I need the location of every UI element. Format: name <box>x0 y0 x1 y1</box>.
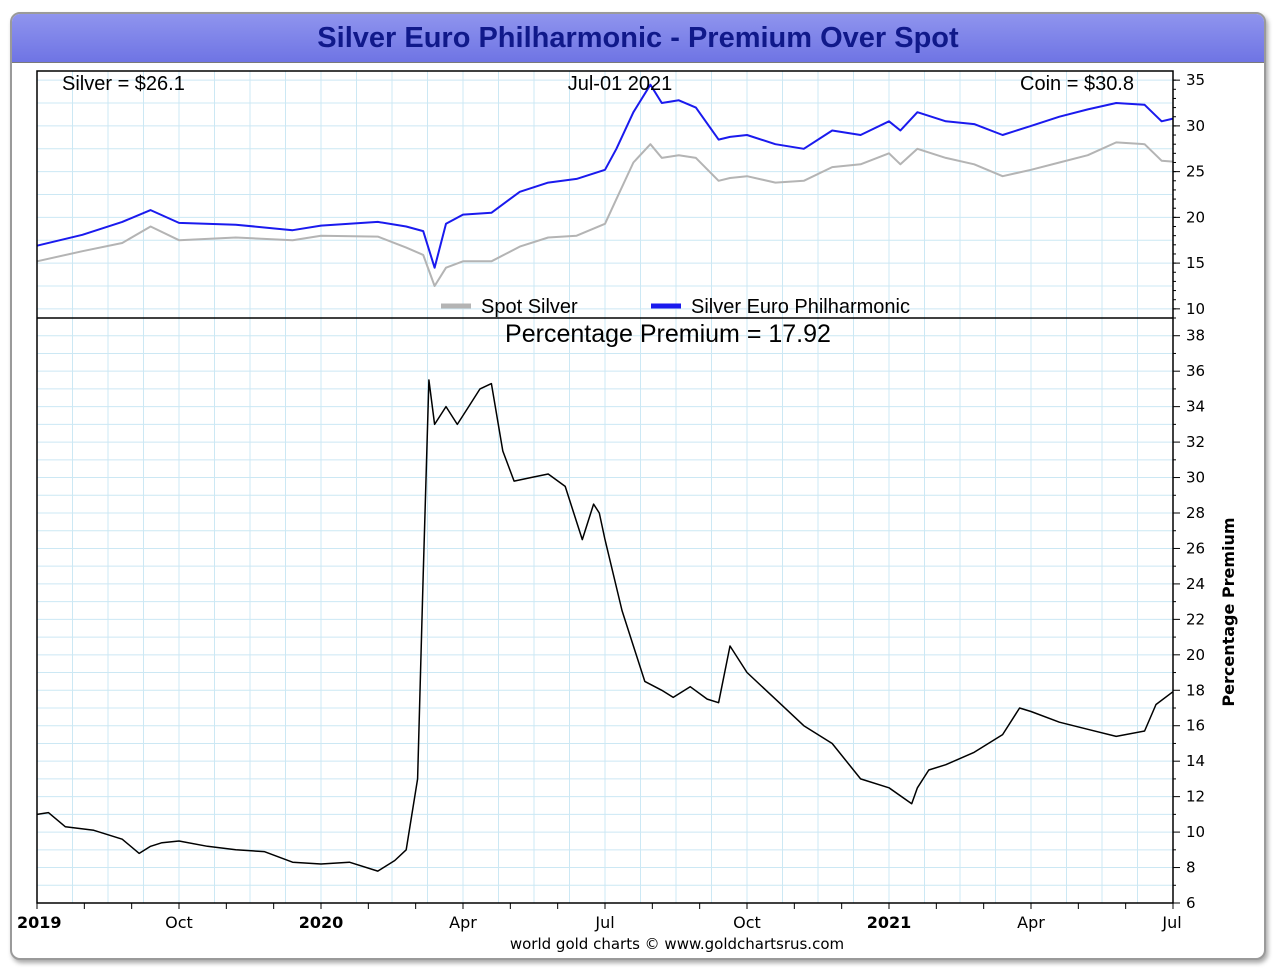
series-line-premium <box>36 379 1174 872</box>
x-tick-label: Oct <box>165 913 193 932</box>
x-tick-label: Jul <box>594 913 614 932</box>
y-tick-label: 38 <box>1186 327 1205 345</box>
y-tick-label: 25 <box>1186 163 1205 181</box>
y-tick-label: 10 <box>1186 823 1205 841</box>
y-tick-label: 28 <box>1186 504 1205 522</box>
date-label: Jul-01 2021 <box>568 73 673 95</box>
x-tick-label: Apr <box>1017 913 1045 932</box>
x-tick-label: Oct <box>733 913 761 932</box>
y-tick-label: 30 <box>1186 469 1205 487</box>
coin-price-label: Coin = $30.8 <box>1020 73 1134 95</box>
y-tick-label: 12 <box>1186 788 1205 806</box>
series-layer <box>36 83 1174 872</box>
series-line-coin <box>36 83 1174 269</box>
silver-price-label: Silver = $26.1 <box>62 73 185 95</box>
y-tick-label: 18 <box>1186 681 1205 699</box>
y-tick-label: 30 <box>1186 117 1205 135</box>
x-tick-label: 2021 <box>867 913 912 932</box>
y-tick-label: 34 <box>1186 398 1205 416</box>
series-line-spot-silver <box>36 141 1174 287</box>
y-tick-label: 8 <box>1186 859 1196 877</box>
y-tick-label: 24 <box>1186 575 1205 593</box>
y-tick-label: 10 <box>1186 300 1205 318</box>
axes-layer: 10 15 20 25 30 35 6 8 10 12 14 16 18 20 22 24 26 28 30 32 34… <box>17 70 1205 932</box>
title-banner: Silver Euro Philharmonic - Premium Over … <box>12 14 1264 63</box>
x-tick-label: Jul <box>1161 913 1181 932</box>
x-tick-label: 2019 <box>17 913 62 932</box>
y-tick-label: 6 <box>1186 894 1196 912</box>
y-tick-label: 16 <box>1186 717 1205 735</box>
premium-title: Percentage Premium = 17.92 <box>505 320 831 348</box>
x-tick-label: 2020 <box>299 913 344 932</box>
y-tick-label: 32 <box>1186 433 1205 451</box>
credit-text: world gold charts © www.goldchartsrus.co… <box>510 935 844 953</box>
y-tick-label: 15 <box>1186 254 1205 272</box>
legend-label-coin: Silver Euro Philharmonic <box>691 296 910 318</box>
y-tick-label: 20 <box>1186 646 1205 664</box>
y-tick-label: 22 <box>1186 610 1205 628</box>
grid-layer <box>36 71 1174 904</box>
chart-frame: Silver Euro Philharmonic - Premium Over … <box>10 12 1266 960</box>
y-tick-label: 20 <box>1186 208 1205 226</box>
legend-label-spot: Spot Silver <box>481 296 578 318</box>
chart-title: Silver Euro Philharmonic - Premium Over … <box>317 22 959 54</box>
y-axis-label: Percentage Premium <box>1219 517 1238 706</box>
y-tick-label: 14 <box>1186 752 1205 770</box>
y-tick-label: 36 <box>1186 362 1205 380</box>
y-tick-label: 35 <box>1186 71 1205 89</box>
y-tick-label: 26 <box>1186 539 1205 557</box>
x-tick-label: Apr <box>449 913 477 932</box>
